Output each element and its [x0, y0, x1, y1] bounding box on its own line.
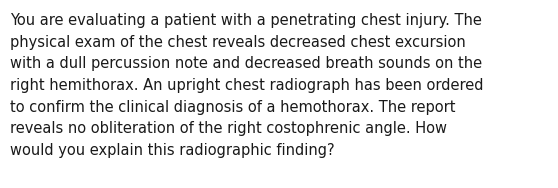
Text: You are evaluating a patient with a penetrating chest injury. The
physical exam : You are evaluating a patient with a pene… [10, 13, 484, 158]
